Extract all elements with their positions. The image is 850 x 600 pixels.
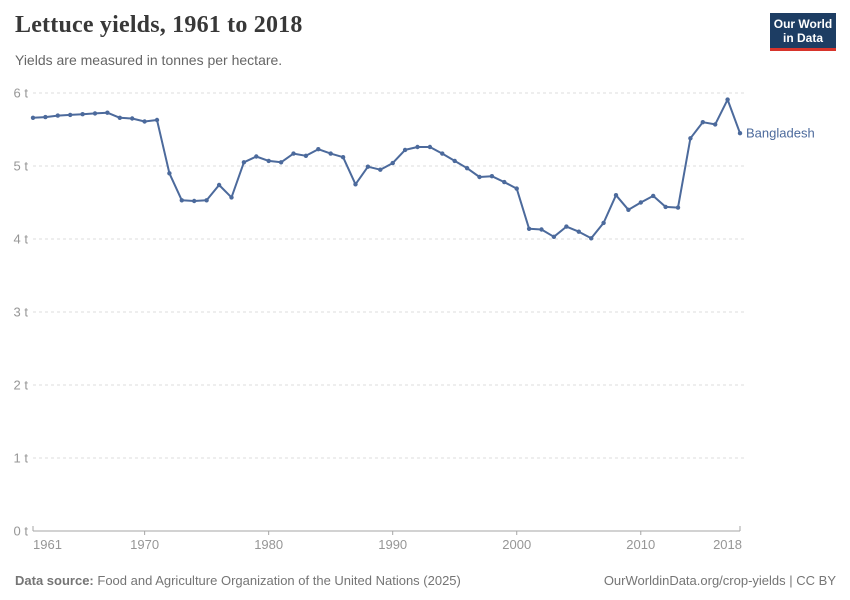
page-subtitle: Yields are measured in tonnes per hectar… [15, 52, 283, 68]
x-tick-label: 2000 [502, 537, 531, 552]
data-point [440, 151, 445, 156]
data-point [266, 158, 271, 164]
data-point [340, 155, 346, 160]
x-tick-label: 1970 [130, 537, 159, 552]
chart-footer: Data source: Food and Agriculture Organi… [15, 573, 836, 588]
data-point [365, 164, 371, 169]
data-point [92, 111, 98, 116]
data-source-note: Data source: Food and Agriculture Organi… [15, 573, 461, 588]
data-point [737, 131, 743, 136]
data-point [30, 115, 36, 121]
data-point [353, 182, 358, 187]
data-point [179, 198, 184, 203]
data-source-label: Data source: [15, 573, 94, 588]
y-tick-label: 5 t [14, 159, 29, 174]
data-point [291, 151, 296, 156]
data-point [638, 200, 643, 205]
data-point [80, 112, 85, 117]
data-point [489, 174, 495, 179]
data-point [415, 144, 420, 150]
data-point [142, 119, 147, 124]
x-tick-label: 1961 [33, 537, 62, 552]
y-tick-label: 6 t [14, 86, 29, 101]
data-point [725, 97, 730, 102]
y-tick-label: 1 t [14, 451, 29, 466]
data-point [192, 198, 197, 204]
data-point [464, 166, 470, 171]
y-tick-label: 4 t [14, 232, 29, 247]
series-line [32, 98, 741, 240]
owid-logo[interactable]: Our World in Data [770, 13, 836, 51]
data-point [254, 154, 259, 159]
data-point [601, 220, 606, 226]
data-point [130, 116, 135, 121]
x-tick-label: 2018 [713, 537, 742, 552]
data-source-text: Food and Agriculture Organization of the… [97, 573, 461, 588]
data-point [700, 120, 705, 125]
page-title: Lettuce yields, 1961 to 2018 [15, 12, 303, 38]
owid-logo-line2: in Data [782, 30, 823, 45]
data-point [713, 122, 718, 127]
data-point [154, 117, 160, 123]
data-point [316, 147, 321, 152]
entity-label[interactable]: Bangladesh [746, 126, 815, 141]
data-point [390, 160, 395, 166]
data-point [452, 158, 457, 164]
x-tick-label: 1990 [378, 537, 407, 552]
data-point [378, 167, 383, 172]
data-point [402, 147, 408, 153]
data-point [477, 174, 482, 180]
data-point [576, 229, 581, 234]
data-point [278, 160, 284, 165]
data-point [328, 151, 333, 156]
data-point [229, 195, 234, 200]
data-point [613, 193, 619, 198]
data-point [688, 136, 693, 141]
data-point [241, 160, 247, 165]
data-point [626, 207, 631, 212]
data-point [55, 113, 60, 118]
data-point [663, 204, 668, 210]
data-point [216, 182, 222, 188]
footer-credit: OurWorldinData.org/crop-yields | CC BY [604, 573, 836, 588]
footer-separator: | [785, 573, 797, 588]
data-point [514, 186, 519, 191]
data-point [117, 115, 123, 121]
data-point [105, 110, 110, 115]
data-point [204, 198, 209, 203]
footer-link[interactable]: OurWorldinData.org/crop-yields [603, 573, 786, 588]
x-tick-label: 1980 [254, 537, 283, 552]
data-point [167, 171, 172, 176]
data-point [427, 144, 433, 150]
x-tick-label: 2010 [626, 537, 655, 552]
data-point [589, 236, 594, 241]
data-point [526, 226, 532, 231]
data-point [651, 193, 656, 199]
owid-logo-line1: Our World [773, 16, 833, 31]
data-point [303, 153, 309, 158]
y-tick-label: 0 t [14, 524, 29, 539]
data-point [539, 227, 544, 232]
data-point [675, 205, 681, 210]
data-point [43, 114, 48, 120]
data-point [564, 224, 569, 229]
y-tick-label: 3 t [14, 305, 29, 320]
data-point [502, 179, 507, 185]
data-point [68, 112, 73, 118]
data-point [551, 234, 557, 239]
license-badge: CC BY [796, 573, 836, 588]
y-tick-label: 2 t [14, 378, 29, 393]
